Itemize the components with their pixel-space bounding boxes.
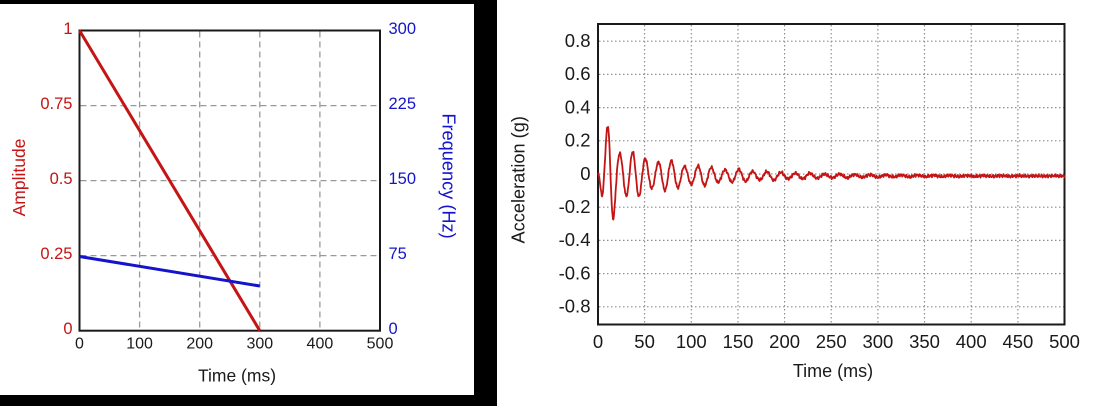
svg-text:-0.6: -0.6 [559,262,591,283]
svg-text:150: 150 [389,170,417,188]
svg-text:Amplitude: Amplitude [9,139,29,217]
svg-text:150: 150 [723,331,754,352]
svg-text:Frequency (Hz): Frequency (Hz) [439,113,459,238]
svg-text:350: 350 [909,331,940,352]
svg-text:0: 0 [389,320,398,338]
svg-text:Time (ms): Time (ms) [198,366,276,386]
svg-text:400: 400 [956,331,987,352]
svg-text:300: 300 [862,331,893,352]
svg-text:100: 100 [126,336,153,353]
svg-text:75: 75 [389,245,407,263]
svg-text:50: 50 [634,331,655,352]
svg-text:0.6: 0.6 [565,63,591,84]
svg-text:450: 450 [1002,331,1033,352]
svg-text:Acceleration (g): Acceleration (g) [509,116,529,243]
svg-text:200: 200 [186,336,213,353]
svg-text:300: 300 [246,336,273,353]
svg-text:500: 500 [367,336,394,353]
svg-text:0.2: 0.2 [565,130,591,151]
svg-text:-0.4: -0.4 [559,229,591,250]
svg-text:500: 500 [1049,331,1080,352]
svg-text:0: 0 [63,320,72,338]
svg-text:Time (ms): Time (ms) [793,361,873,381]
svg-text:0.4: 0.4 [565,96,591,117]
svg-text:0: 0 [580,163,590,184]
svg-text:0.5: 0.5 [50,170,73,188]
svg-text:250: 250 [816,331,847,352]
svg-text:225: 225 [389,95,417,113]
svg-text:0.25: 0.25 [40,245,72,263]
svg-text:200: 200 [769,331,800,352]
svg-text:400: 400 [307,336,334,353]
svg-text:-0.8: -0.8 [559,296,591,317]
svg-text:0.8: 0.8 [565,30,591,51]
svg-text:0: 0 [593,331,603,352]
svg-text:300: 300 [389,20,417,38]
svg-text:1: 1 [63,20,72,38]
svg-text:0.75: 0.75 [40,95,72,113]
svg-text:100: 100 [676,331,707,352]
svg-text:0: 0 [75,336,84,353]
svg-text:-0.2: -0.2 [559,196,591,217]
